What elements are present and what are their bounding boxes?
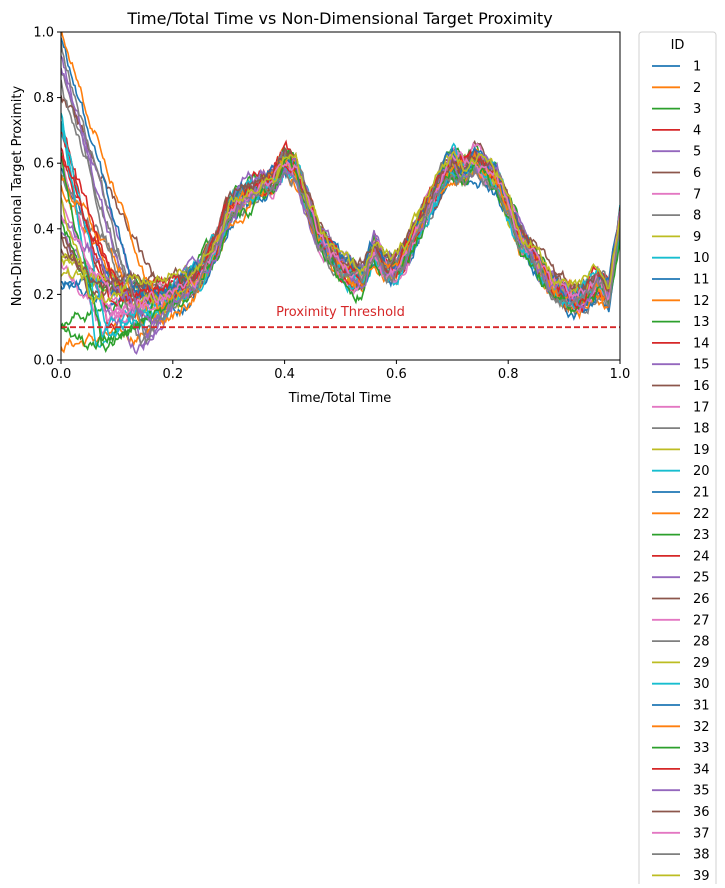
x-tick-label: 0.6 [386,367,407,382]
legend-label-4: 4 [693,123,701,138]
x-tick-label: 0.8 [498,367,519,382]
legend-label-33: 33 [693,741,710,756]
series-line-38 [61,42,620,345]
legend-label-34: 34 [693,762,710,777]
legend-label-20: 20 [693,464,710,479]
legend: ID12345678910111213141516171819202122232… [638,31,717,888]
legend-label-29: 29 [693,656,710,671]
legend-label-28: 28 [693,635,710,650]
legend-label-19: 19 [693,443,710,458]
x-tick-label: 1.0 [610,367,631,382]
legend-label-31: 31 [693,699,710,714]
legend-label-3: 3 [693,102,701,117]
legend-label-25: 25 [693,571,710,586]
y-tick-label: 0.8 [33,91,54,106]
legend-label-14: 14 [693,336,710,351]
legend-label-5: 5 [693,145,701,160]
legend-box [638,31,717,888]
legend-label-7: 7 [693,187,701,202]
legend-label-26: 26 [693,592,710,607]
series-line-39 [61,150,620,305]
legend-title: ID [671,38,685,53]
y-tick-label: 0.0 [33,354,54,369]
legend-label-10: 10 [693,251,710,266]
legend-label-2: 2 [693,81,701,96]
legend-label-9: 9 [693,230,701,245]
legend-label-17: 17 [693,400,710,415]
legend-label-39: 39 [693,869,710,884]
legend-label-30: 30 [693,677,710,692]
legend-label-8: 8 [693,209,701,224]
legend-label-16: 16 [693,379,710,394]
x-tick-label: 0.0 [51,367,72,382]
legend-label-37: 37 [693,826,710,841]
legend-label-1: 1 [693,60,701,75]
legend-label-24: 24 [693,549,710,564]
plot-frame [60,31,621,361]
legend-label-15: 15 [693,358,710,373]
y-axis-label: Non-Dimensional Target Proximity [10,86,25,307]
series-line-37 [61,150,620,319]
legend-label-32: 32 [693,720,710,735]
x-tick-label: 0.2 [162,367,183,382]
legend-label-38: 38 [693,848,710,863]
chart-title: Time/Total Time vs Non-Dimensional Targe… [126,9,552,28]
series-line-36 [61,146,620,294]
plot-area: Proximity Threshold [61,32,620,355]
y-tick-label: 0.4 [33,222,54,237]
y-tick-label: 0.6 [33,157,54,172]
legend-label-13: 13 [693,315,710,330]
y-tick-label: 0.2 [33,288,54,303]
series-line-33 [61,152,620,353]
legend-label-22: 22 [693,507,710,522]
axes: 0.0 0.2 0.4 0.6 0.8 1.0 0.0 0.2 0.4 0.6 0.8 1.0 [33,26,630,383]
legend-label-27: 27 [693,613,710,628]
y-tick-label: 1.0 [33,26,54,41]
threshold-label: Proximity Threshold [276,305,405,320]
legend-label-36: 36 [693,805,710,820]
legend-label-11: 11 [693,273,710,288]
legend-label-21: 21 [693,486,710,501]
legend-label-12: 12 [693,294,710,309]
legend-label-23: 23 [693,528,710,543]
x-axis-label: Time/Total Time [288,391,392,406]
legend-label-35: 35 [693,784,710,799]
x-tick-label: 0.4 [274,367,295,382]
legend-label-18: 18 [693,422,710,437]
legend-label-6: 6 [693,166,701,181]
